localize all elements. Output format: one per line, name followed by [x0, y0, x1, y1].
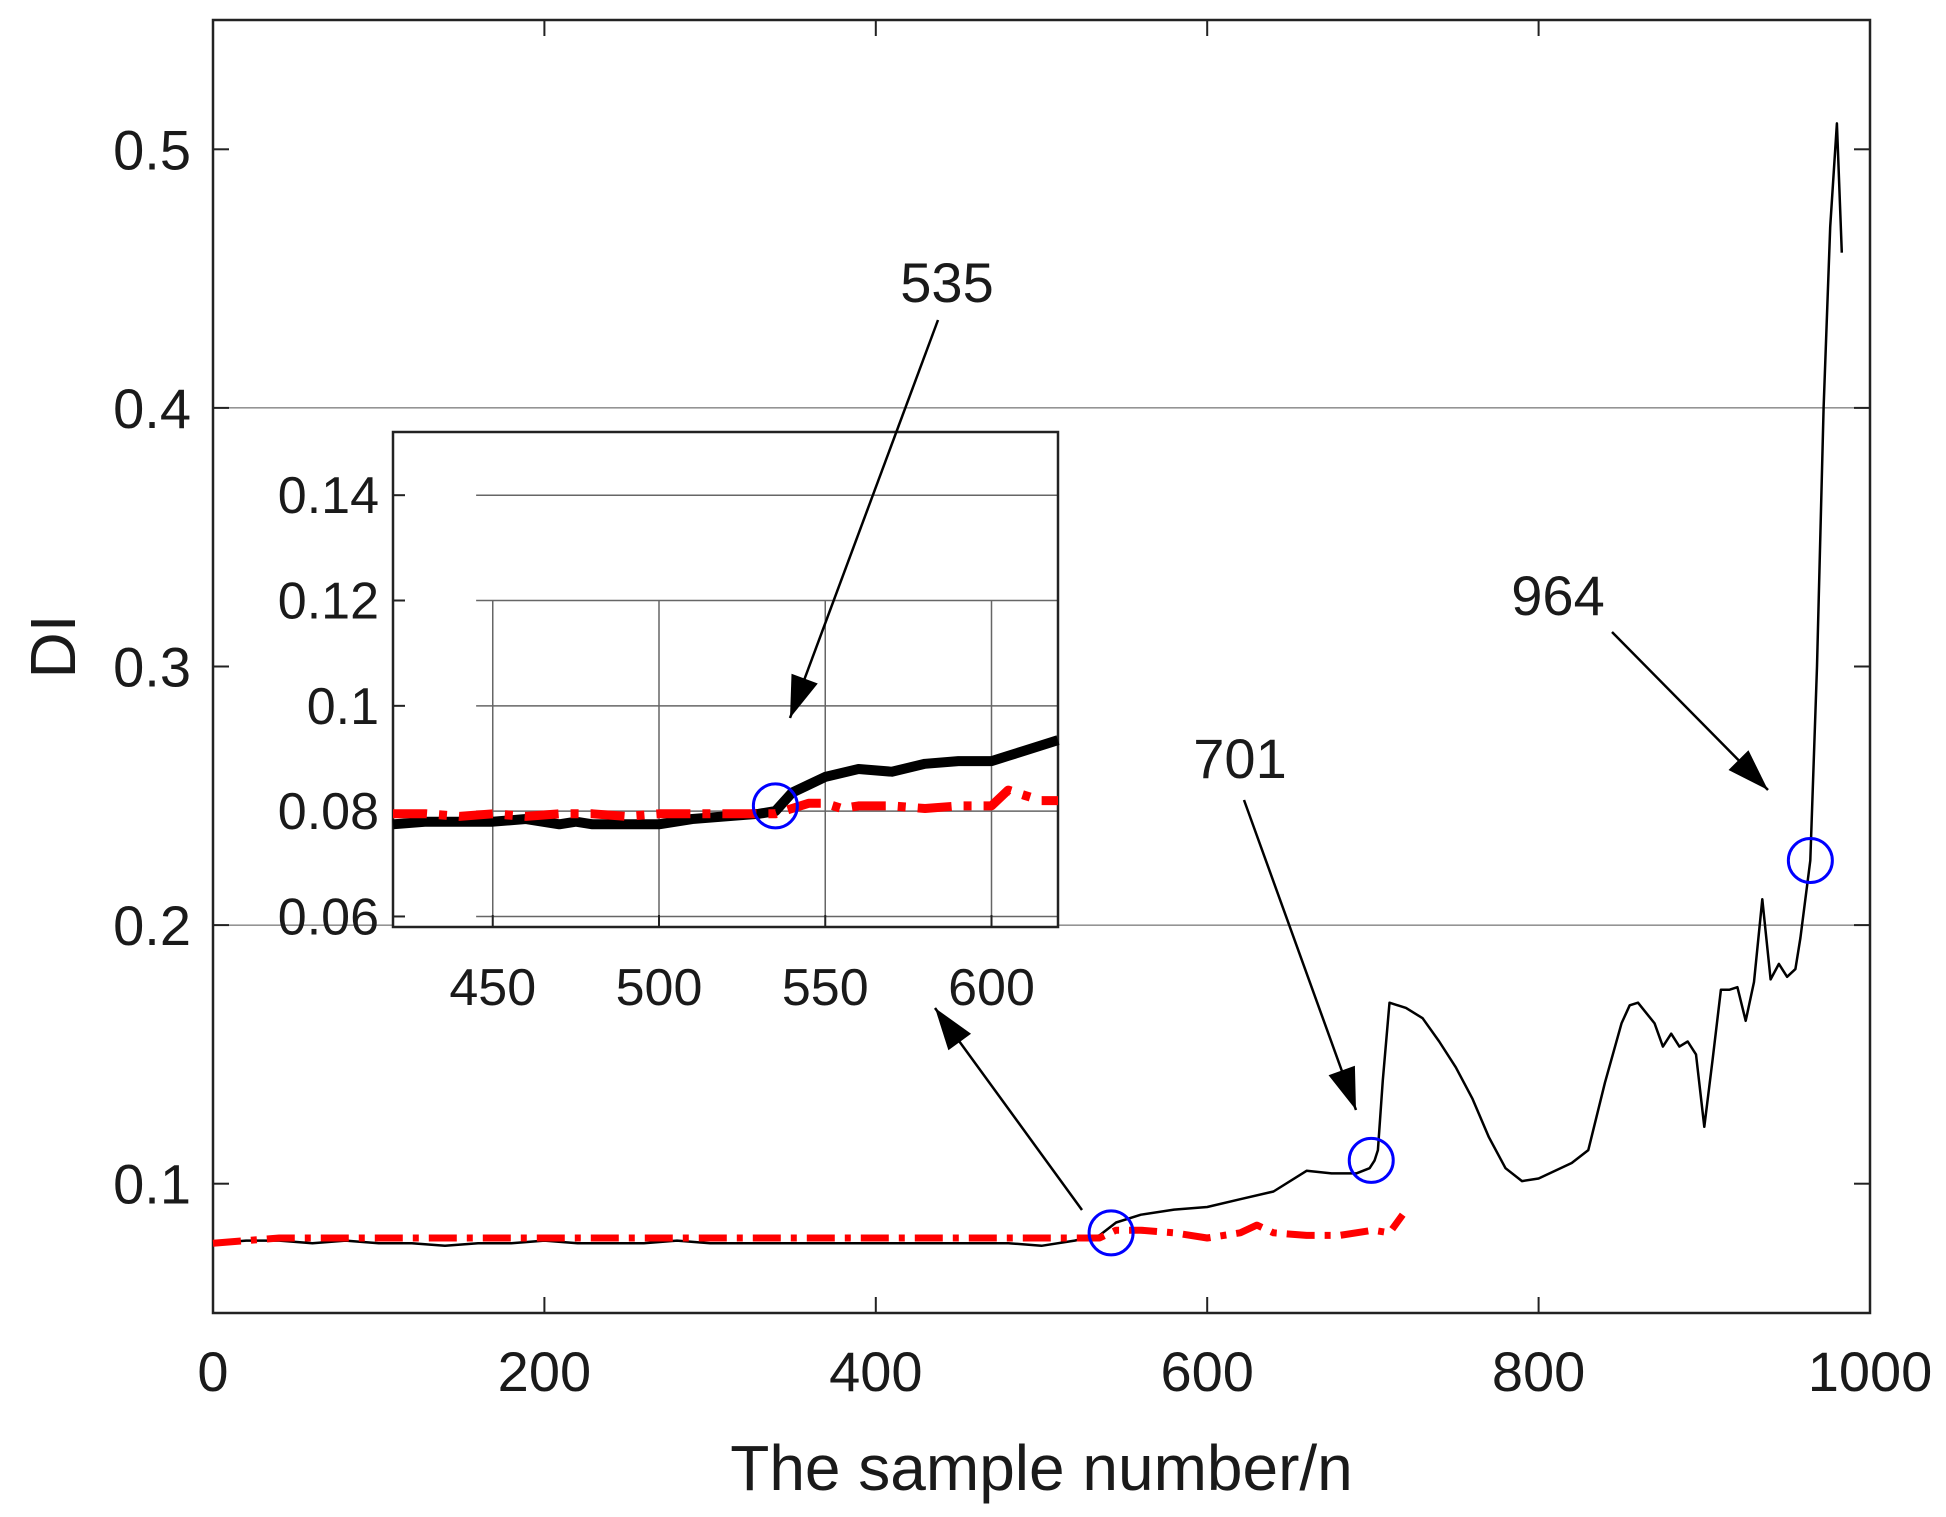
main-plot: 0 200 400 600 800 1000 0.1 0.2 0.3 0.4 0.5 The samp… [17, 18, 1933, 1504]
inset-y-tick-label: 0.12 [278, 573, 379, 631]
arrow-701-shaft [1242, 799, 1358, 1111]
marker-circle [1786, 836, 1834, 884]
arrow-701-head [1328, 1065, 1356, 1110]
marker-circle [1087, 1209, 1135, 1257]
inset-x-tick-label: 600 [948, 959, 1035, 1017]
annotation-label-535: 535 [900, 251, 993, 314]
inset-y-tick-label: 0.06 [278, 888, 379, 946]
annotation-label-964: 964 [1511, 564, 1604, 627]
y-axis-label: DI [17, 615, 89, 679]
x-tick-label: 0 [197, 1340, 228, 1403]
inset-marker-circle [751, 782, 799, 830]
inset-x-tick-label: 550 [782, 959, 869, 1017]
inset-frame [391, 430, 1060, 929]
inset-background [393, 432, 1058, 927]
x-tick-label: 800 [1492, 1340, 1585, 1403]
inset-y-tick-label: 0.1 [307, 678, 379, 736]
series-line-reference [212, 1212, 1406, 1247]
arrow-535-head [790, 673, 818, 718]
y-tick-label: 0.2 [113, 894, 191, 957]
arrow-964-head [1728, 750, 1768, 790]
x-tick-label: 1000 [1808, 1340, 1933, 1403]
inset-x-tick-label: 450 [449, 959, 536, 1017]
inset-series-line-reference [393, 785, 1058, 821]
y-tick-label: 0.1 [113, 1153, 191, 1216]
arrow-inset-head [935, 1008, 972, 1051]
inset-plot: 450 500 550 600 0.06 0.08 0.1 0.12 0.14 [278, 430, 1060, 1017]
inset-y-tick-label: 0.08 [278, 783, 379, 841]
x-tick-label: 200 [498, 1340, 591, 1403]
marker-circle [1347, 1136, 1395, 1184]
y-tick-label: 0.4 [113, 377, 191, 440]
x-axis-label: The sample number/n [730, 1432, 1353, 1504]
y-tick-label: 0.3 [113, 636, 191, 699]
annotations: 535 701 964 [788, 251, 1769, 1211]
annotation-label-701: 701 [1193, 727, 1286, 790]
inset-y-tick-label: 0.14 [278, 467, 379, 525]
inset-x-tick-label: 500 [616, 959, 703, 1017]
x-tick-label: 400 [829, 1340, 922, 1403]
y-tick-label: 0.5 [113, 118, 191, 181]
x-tick-label: 600 [1160, 1340, 1253, 1403]
arrow-535-shaft [788, 319, 940, 719]
